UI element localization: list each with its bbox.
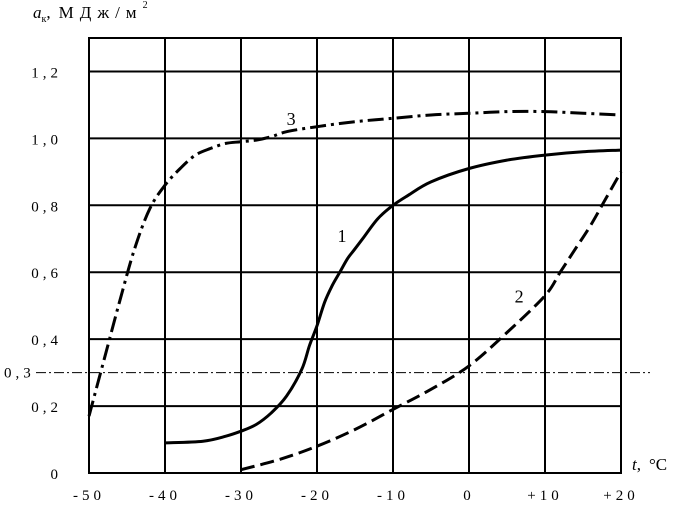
x-tick-label-1: -40 — [149, 488, 181, 504]
y-tick-label-6: 1,2 — [31, 65, 62, 81]
x-tick-label-7: +20 — [603, 488, 638, 504]
y-axis-separator: , — [46, 3, 50, 22]
y-axis-label: aк, МДж/м2 — [33, 0, 148, 25]
y-axis-unit-superscript: 2 — [143, 0, 148, 11]
grid — [88, 37, 622, 474]
x-axis-label: t, °C — [632, 455, 667, 474]
y-axis-symbol: a — [33, 3, 42, 22]
y-tick-label-0: 0 — [51, 467, 63, 483]
curve-label-1: 1 — [338, 226, 347, 246]
curve-labels: 1 2 3 — [287, 109, 524, 306]
y-tick-label-5: 1,0 — [31, 132, 62, 148]
x-tick-label-2: -30 — [225, 488, 257, 504]
y-tick-label-3: 0,6 — [31, 266, 62, 282]
y-tick-label-2: 0,4 — [31, 333, 62, 349]
curve-label-2: 2 — [515, 286, 524, 306]
x-tick-label-0: -50 — [73, 488, 105, 504]
x-axis-symbol: t — [632, 455, 638, 474]
series-line-1 — [164, 148, 622, 445]
y-tick-label-4: 0,8 — [31, 199, 62, 215]
curve-label-3: 3 — [287, 109, 296, 129]
reference-line-group: 0,3 — [4, 366, 650, 382]
y-axis-subscript: к — [42, 14, 47, 25]
series-group — [87, 109, 623, 472]
tick-labels: 00,20,40,60,81,01,2-50 -40 -30 -20 -10 0 +10 +2… — [31, 65, 638, 504]
x-axis-unit: °C — [649, 455, 667, 474]
x-tick-label-5: 0 — [463, 488, 475, 504]
x-tick-label-6: +10 — [527, 488, 562, 504]
y-tick-label-1: 0,2 — [31, 400, 62, 416]
series-line-2 — [240, 171, 623, 472]
x-tick-label-4: -10 — [377, 488, 409, 504]
plot-frame — [88, 37, 622, 474]
y-axis-unit: МДж/м — [59, 3, 143, 22]
series-line-3 — [87, 109, 622, 417]
reference-line-label: 0,3 — [4, 366, 35, 382]
x-axis-separator: , — [637, 455, 641, 474]
x-tick-label-3: -20 — [301, 488, 333, 504]
